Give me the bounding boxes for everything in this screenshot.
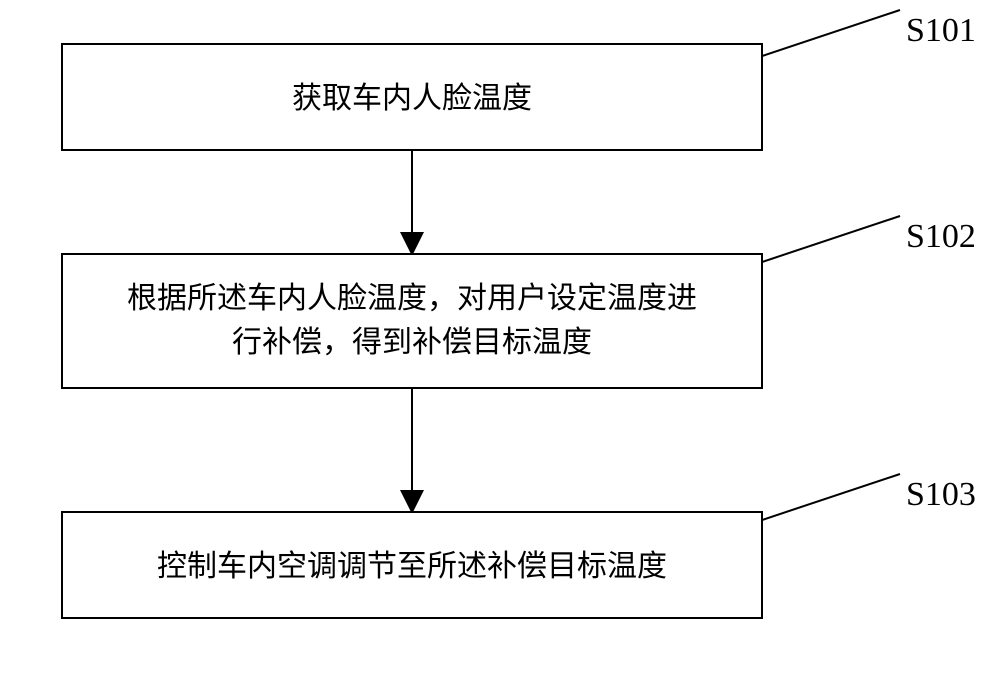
node-text: 获取车内人脸温度 — [292, 82, 532, 115]
node-label: S101 — [906, 12, 976, 49]
node-label: S102 — [906, 218, 976, 255]
node-text: 控制车内空调调节至所述补偿目标温度 — [157, 550, 667, 583]
leader-line — [762, 216, 900, 262]
leader-line — [762, 474, 900, 520]
flowchart-diagram: 获取车内人脸温度 S101 根据所述车内人脸温度，对用户设定温度进 行补偿，得到… — [0, 0, 1000, 682]
flowchart-node-s103: 控制车内空调调节至所述补偿目标温度 S103 — [62, 474, 976, 618]
node-box — [62, 254, 762, 388]
node-text-line2: 行补偿，得到补偿目标温度 — [232, 326, 592, 359]
node-text-line1: 根据所述车内人脸温度，对用户设定温度进 — [127, 282, 697, 315]
flowchart-node-s102: 根据所述车内人脸温度，对用户设定温度进 行补偿，得到补偿目标温度 S102 — [62, 216, 976, 388]
node-label: S103 — [906, 476, 976, 513]
leader-line — [762, 10, 900, 56]
flowchart-node-s101: 获取车内人脸温度 S101 — [62, 10, 976, 150]
